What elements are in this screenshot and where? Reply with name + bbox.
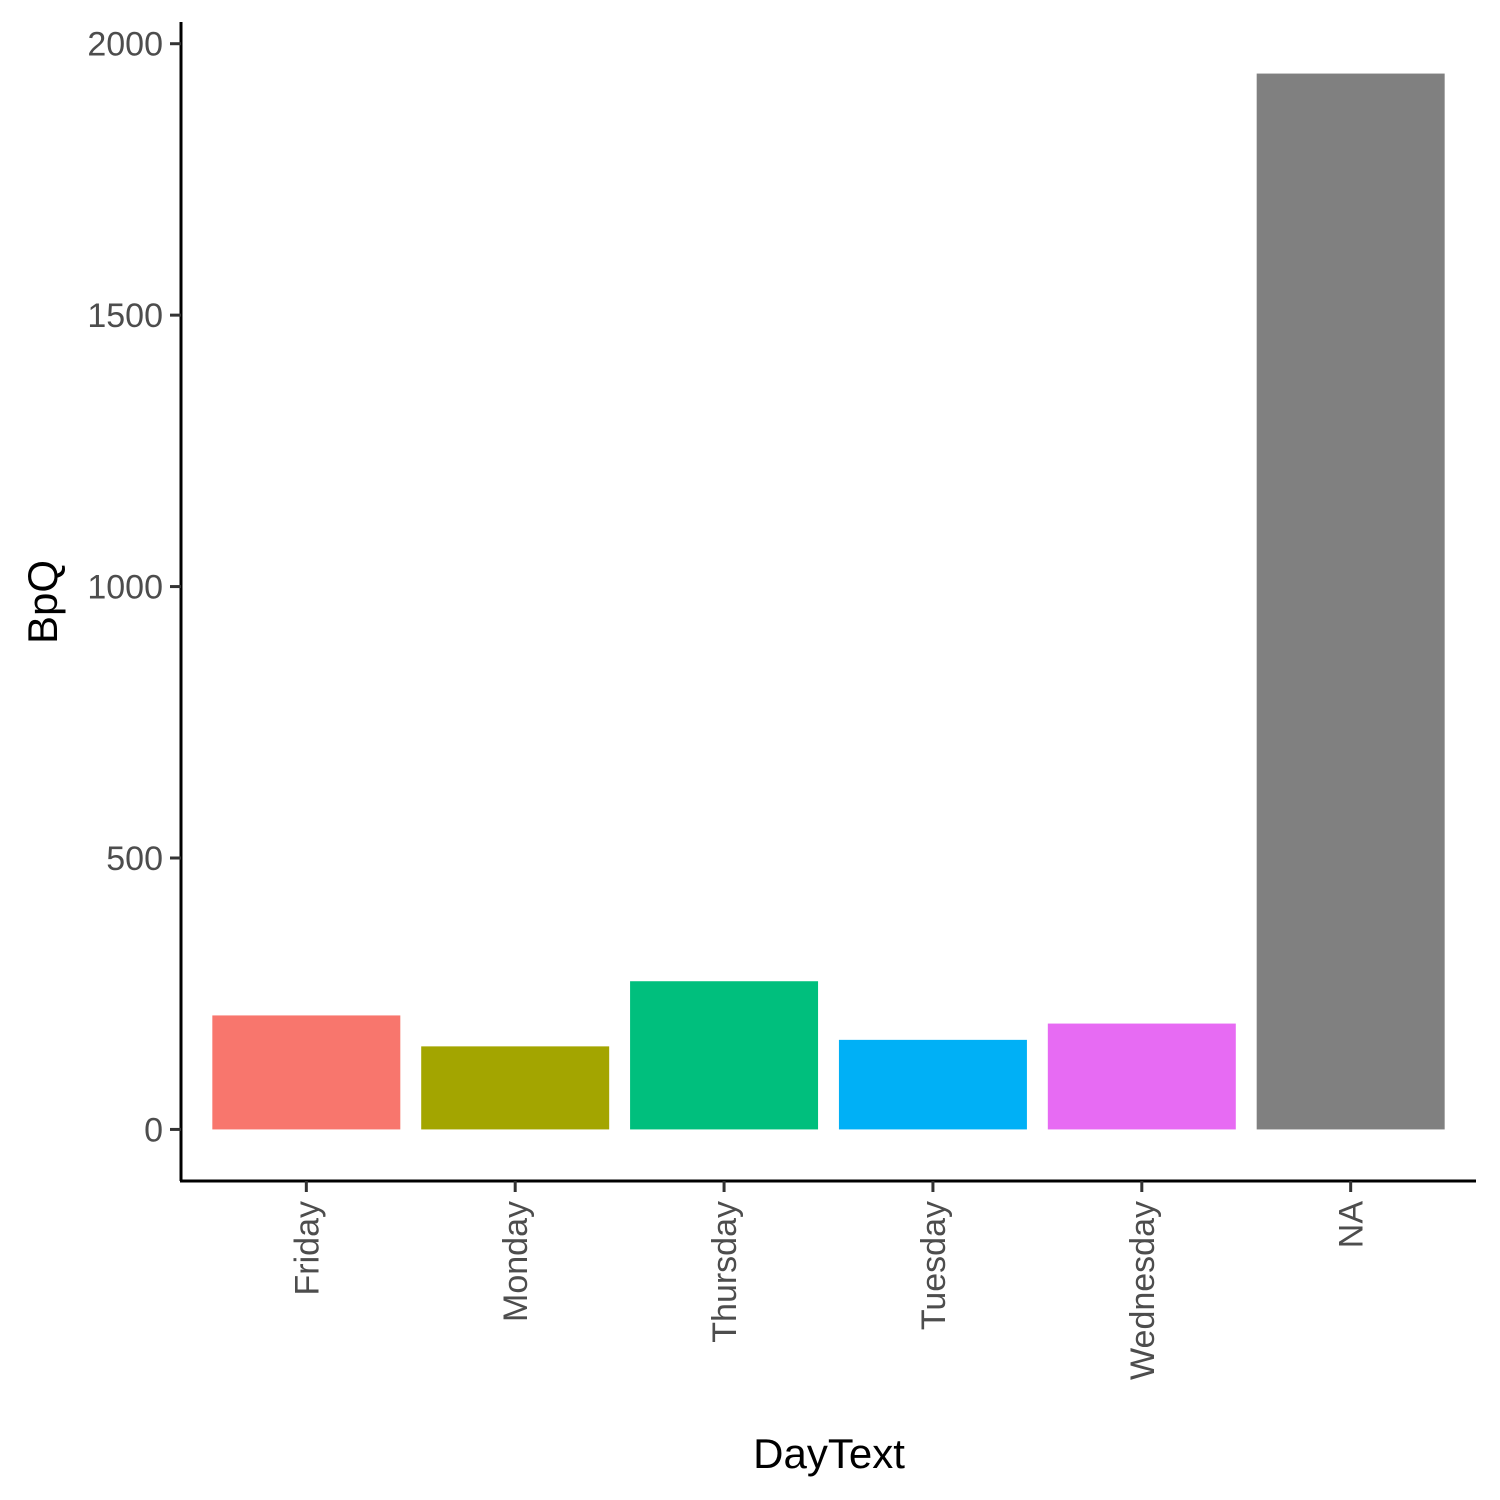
y-tick-label-500: 500: [106, 840, 163, 878]
bar-tuesday: [838, 1039, 1027, 1130]
bar-na: [1256, 73, 1445, 1130]
bar-wednesday: [1047, 1023, 1236, 1130]
y-tick-label-1000: 1000: [87, 569, 163, 607]
x-tick-label-na: NA: [1333, 1201, 1371, 1249]
x-tick-label-friday: Friday: [288, 1201, 326, 1295]
bar-friday: [212, 1015, 401, 1130]
x-tick-label-monday: Monday: [497, 1201, 535, 1322]
x-axis: Friday Monday Thursday Tuesday Wednesday NA: [180, 1179, 1476, 1380]
bar-thursday: [630, 981, 819, 1130]
x-tick-label-tuesday: Tuesday: [915, 1201, 953, 1330]
bars-group: [212, 73, 1445, 1130]
y-axis: 0 500 1000 1500 2000: [87, 22, 183, 1181]
x-tick-label-thursday: Thursday: [706, 1201, 744, 1343]
x-tick-label-wednesday: Wednesday: [1124, 1201, 1162, 1380]
x-axis-title: DayText: [753, 1430, 905, 1477]
y-tick-label-2000: 2000: [87, 26, 163, 64]
bar-monday: [421, 1046, 610, 1130]
y-tick-label-1500: 1500: [87, 297, 163, 335]
y-tick-label-0: 0: [144, 1111, 163, 1149]
y-axis-title: BpQ: [19, 560, 66, 644]
